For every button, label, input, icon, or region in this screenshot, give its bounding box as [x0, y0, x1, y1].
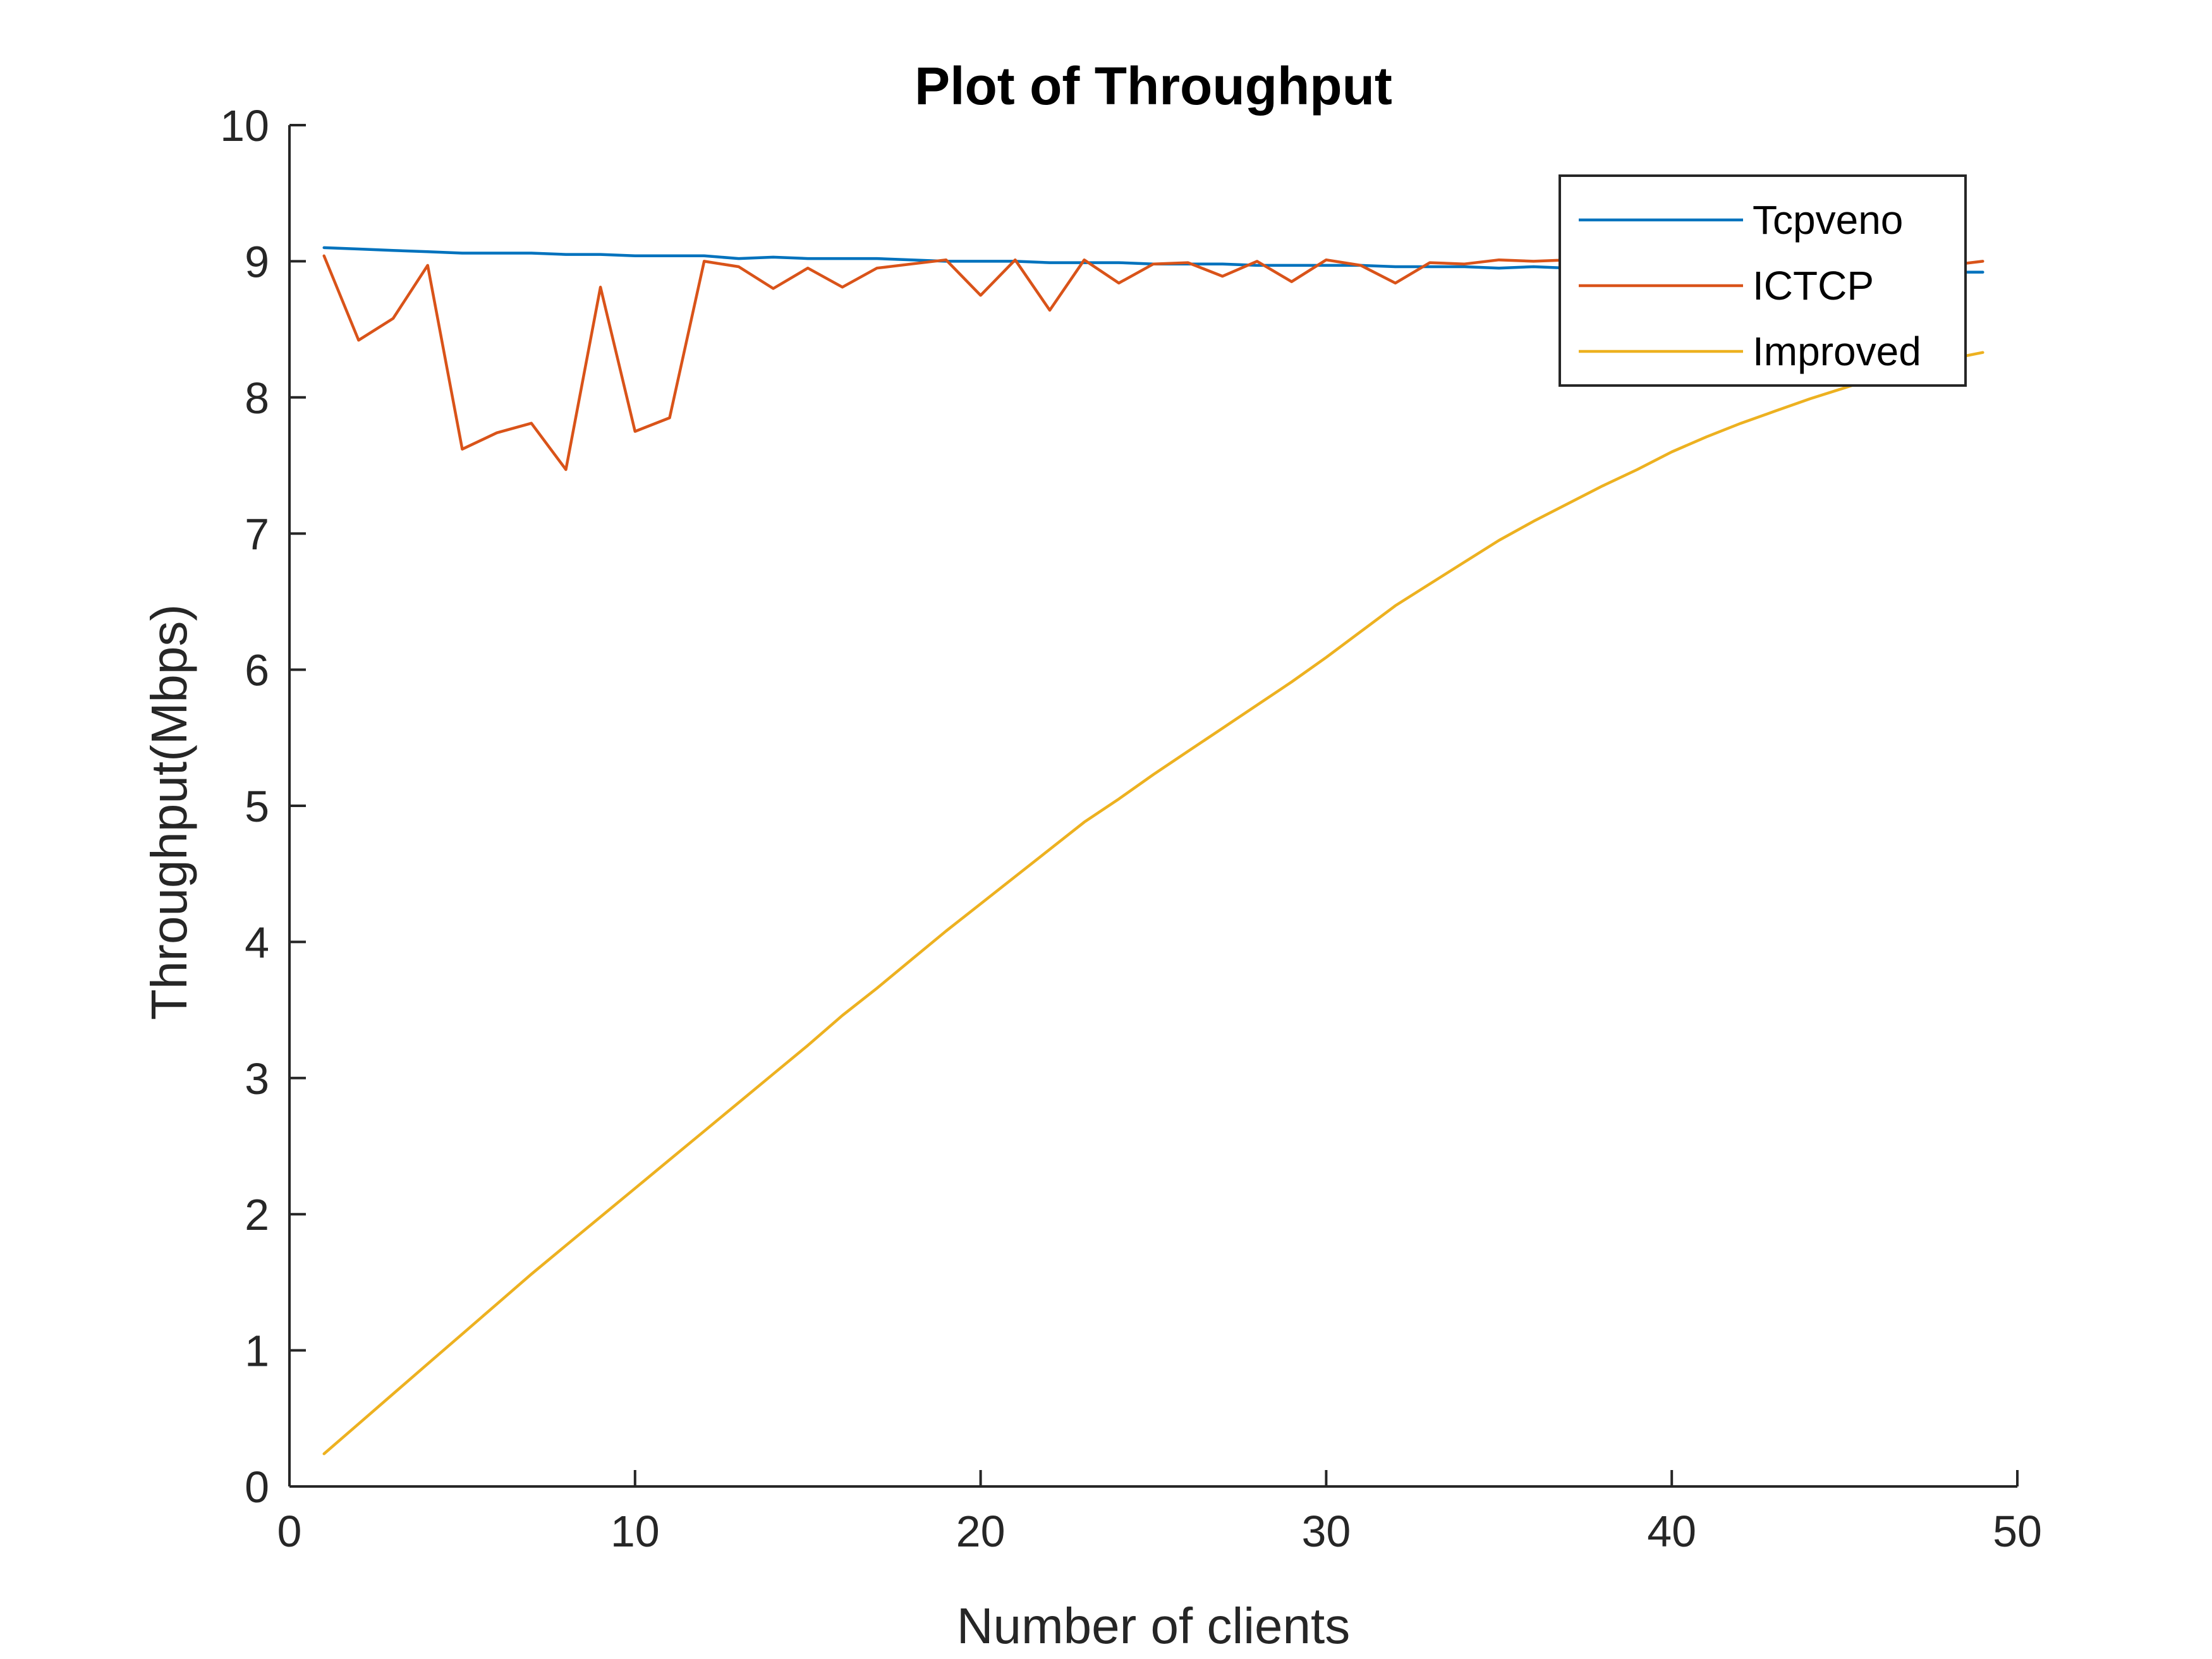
y-tick-label: 0 [245, 1462, 269, 1512]
legend-label-improved: Improved [1753, 329, 1921, 374]
x-tick-label: 40 [1647, 1507, 1696, 1556]
y-tick-label: 3 [245, 1054, 269, 1103]
y-tick-label: 8 [245, 374, 269, 423]
y-tick-label: 9 [245, 237, 269, 286]
y-tick-label: 4 [245, 918, 269, 967]
x-tick-label: 20 [956, 1507, 1006, 1556]
y-tick-label: 1 [245, 1327, 269, 1376]
series-line-improved [322, 351, 1984, 1455]
axes: 0 10 20 30 40 50 0 1 2 3 4 5 6 7 8 9 10 [220, 101, 2042, 1556]
legend-label-tcpveno: Tcpveno [1753, 197, 1903, 243]
y-tick-label: 5 [245, 782, 269, 831]
legend-label-ictcp: ICTCP [1753, 263, 1874, 308]
x-tick-label: 50 [1993, 1507, 2042, 1556]
y-tick-label: 7 [245, 509, 269, 559]
y-axis-label: Throughput(Mbps) [141, 604, 197, 1020]
x-tick-label: 0 [277, 1507, 302, 1556]
legend: Tcpveno ICTCP Improved [1559, 174, 1967, 387]
chart-title: Plot of Throughput [915, 56, 1392, 116]
x-tick-label: 30 [1301, 1507, 1351, 1556]
x-tick-label: 10 [611, 1507, 660, 1556]
plot-area: 0 10 20 30 40 50 0 1 2 3 4 5 6 7 8 9 10 [220, 101, 2042, 1556]
y-tick-label: 2 [245, 1190, 269, 1239]
y-tick-label: 6 [245, 646, 269, 695]
y-tick-label: 10 [220, 101, 269, 150]
x-axis-label: Number of clients [957, 1598, 1350, 1654]
